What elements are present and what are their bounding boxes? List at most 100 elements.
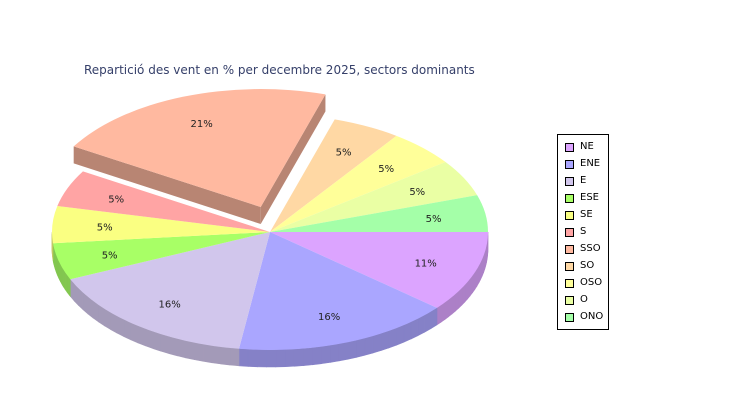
legend-swatch [565, 261, 574, 271]
pie-side-e [220, 346, 231, 366]
pie-side-ene [424, 311, 432, 333]
legend-label: ENE [580, 158, 601, 169]
pie-side-ne [472, 271, 476, 294]
pie-side-e [202, 343, 213, 364]
pie-slice-ese [52, 232, 270, 280]
legend-label: SE [580, 209, 593, 220]
legend-swatch [565, 176, 574, 186]
pie-side-e [145, 328, 154, 350]
pie-label-ono: 5% [426, 214, 442, 225]
pie-side-ne [464, 281, 468, 303]
pie-side-ne [451, 293, 456, 315]
pie-side-ene [284, 348, 295, 368]
pie-side-e [211, 345, 222, 365]
pie-side-ne [461, 284, 466, 306]
legend-item-ono: ONO [565, 311, 603, 323]
pie-side-ene [396, 324, 405, 346]
pie-side-e [177, 338, 187, 359]
pie-label-oso: 5% [378, 164, 394, 175]
pie-side-ne [448, 296, 453, 318]
pie-side-ene [321, 345, 331, 365]
pie-slice-ene [238, 232, 437, 350]
legend-label: S [580, 226, 587, 237]
pie-slice-se [51, 206, 270, 244]
legend-swatch [565, 159, 574, 169]
pie-side-e [229, 347, 240, 367]
pie-side-ene [388, 327, 397, 349]
pie-label-sso: 21% [190, 119, 212, 130]
pie-side-ne [455, 290, 460, 312]
pie-side-e [110, 312, 118, 334]
pie-side-ene [312, 346, 322, 366]
legend-item-e: E [565, 175, 586, 187]
legend-swatch [565, 295, 574, 305]
pie-side-ne [474, 268, 478, 291]
pie-side-ene [238, 348, 249, 367]
legend-item-so: SO [565, 260, 594, 272]
pie-side-ene [303, 347, 313, 366]
pie-side-ne [440, 301, 446, 323]
pie-side-ene [275, 349, 286, 368]
legend-label: SSO [580, 243, 601, 254]
chart-title: Repartició des vent en % per decembre 20… [84, 63, 475, 77]
legend-label: ONO [580, 311, 604, 322]
pie-label-s: 5% [108, 195, 124, 206]
pie-side-ene [338, 341, 349, 362]
legend-label: O [580, 294, 588, 305]
pie-side-ene [330, 343, 340, 363]
pie-side-e [185, 340, 195, 361]
pie-tops [51, 89, 488, 350]
pie-side-ene [266, 349, 277, 368]
pie-side-ene [410, 318, 419, 340]
legend-label: E [580, 175, 587, 186]
legend-swatch [565, 278, 574, 288]
legend-item-ene: ENE [565, 158, 600, 170]
pie-label-ene: 16% [318, 312, 340, 323]
pie-side-ene [403, 321, 412, 343]
pie-side-ene [293, 348, 304, 367]
pie-label-ese: 5% [102, 251, 118, 262]
pie-slice-oso [270, 135, 446, 232]
legend-swatch [565, 193, 574, 203]
pie-slice-ono [270, 195, 488, 232]
pie-side-e [160, 333, 170, 354]
pie-side-ene [380, 330, 390, 351]
legend-item-o: O [565, 294, 588, 306]
pie-side-ene [356, 337, 366, 358]
pie-side-ne [469, 274, 473, 297]
legend-item-ne: NE [565, 141, 594, 153]
pie-side-e [137, 325, 146, 347]
legend-swatch [565, 244, 574, 254]
pie-label-o: 5% [409, 187, 425, 198]
legend-item-sso: SSO [565, 243, 601, 255]
pie-side-ne [444, 299, 449, 321]
legend-swatch [565, 227, 574, 237]
pie-slice-s [57, 171, 270, 232]
legend-label: SO [580, 260, 595, 271]
legend-label: OSO [580, 277, 603, 288]
pie-side-ne [467, 277, 471, 300]
pie-side-ene [257, 349, 267, 368]
pie-label-so: 5% [336, 148, 352, 159]
legend-label: ESE [580, 192, 599, 203]
pie-slice-o [270, 162, 478, 232]
legend-label: NE [580, 141, 594, 152]
pie-label-e: 16% [159, 299, 181, 310]
pie-side-e [130, 322, 139, 344]
legend-swatch [565, 312, 574, 322]
legend-swatch [565, 210, 574, 220]
legend-item-se: SE [565, 209, 593, 221]
pie-side-ne [458, 287, 463, 309]
pie-side-ene [364, 335, 374, 356]
pie-side-ene [247, 349, 258, 368]
pie-side-ne [436, 304, 442, 326]
pie-side-ene [417, 314, 425, 337]
pie-side-e [152, 331, 162, 352]
pie-side-ene [372, 333, 382, 354]
pie-side-ene [347, 339, 357, 360]
legend-item-s: S [565, 226, 586, 238]
pie-label-ne: 11% [415, 259, 437, 270]
legend: NE ENE E ESE SE S SSO SO OSO O ONO [557, 134, 609, 330]
legend-swatch [565, 142, 574, 152]
